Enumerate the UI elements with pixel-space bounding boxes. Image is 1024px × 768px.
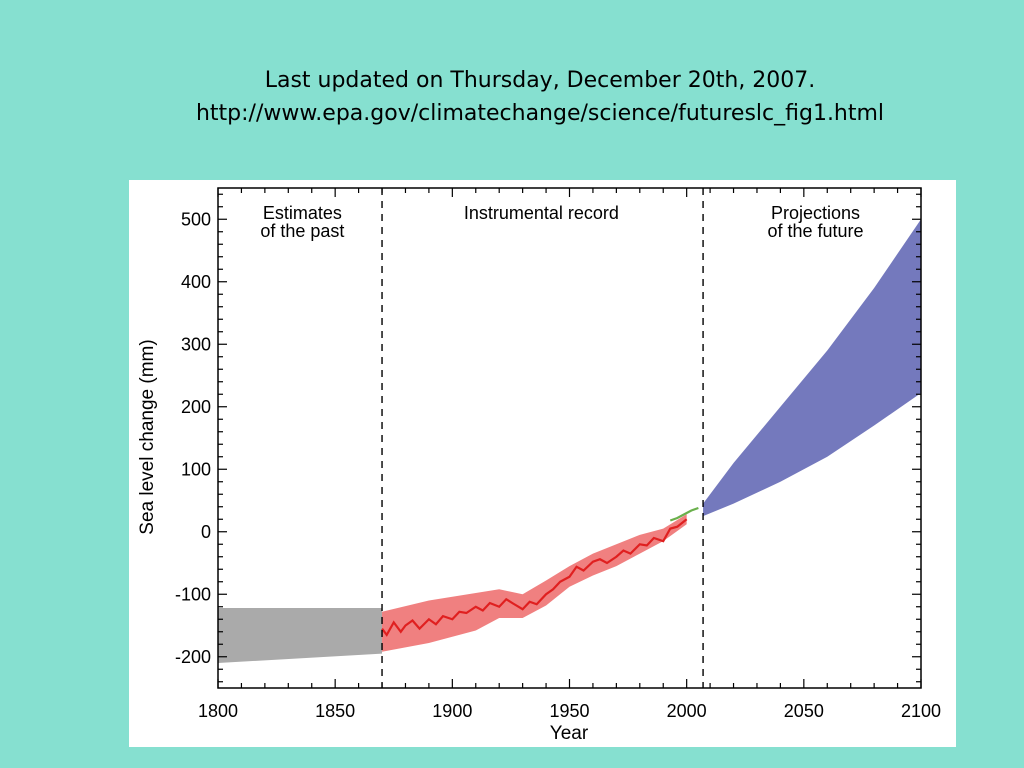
x-axis-title: Year bbox=[550, 723, 589, 744]
y-tick-label: 400 bbox=[181, 272, 211, 292]
region-label-0: of the past bbox=[260, 221, 344, 241]
x-tick-label: 1950 bbox=[549, 701, 589, 721]
band-series-0 bbox=[218, 608, 383, 663]
y-tick-label: 300 bbox=[181, 334, 211, 354]
y-tick-label: -200 bbox=[175, 647, 211, 667]
y-axis-title: Sea level change (mm) bbox=[137, 339, 158, 534]
region-label-2: Projections bbox=[771, 203, 860, 223]
y-tick-label: 0 bbox=[201, 522, 211, 542]
x-tick-label: 1850 bbox=[315, 701, 355, 721]
region-label-2: of the future bbox=[768, 221, 864, 241]
y-tick-label: -100 bbox=[175, 584, 211, 604]
x-tick-label: 2050 bbox=[784, 701, 824, 721]
x-tick-label: 1800 bbox=[198, 701, 238, 721]
x-tick-label: 1900 bbox=[432, 701, 472, 721]
title-line-1: Last updated on Thursday, December 20th,… bbox=[264, 68, 816, 93]
region-label-0: Estimates bbox=[263, 203, 342, 223]
x-tick-label: 2000 bbox=[667, 701, 707, 721]
chart-panel: 1800 1850 1900 1950 2000 2050 2100 -200 -100 0 100… bbox=[129, 180, 956, 747]
title-line-2: http://www.epa.gov/climatechange/science… bbox=[195, 101, 885, 126]
x-tick-label: 2100 bbox=[901, 701, 941, 721]
sea-level-chart: 1800 1850 1900 1950 2000 2050 2100 -200 -100 0 100… bbox=[137, 187, 941, 744]
band-series-1 bbox=[382, 514, 687, 652]
line-series-2 bbox=[381, 518, 688, 637]
slide-title: Last updated on Thursday, December 20th,… bbox=[0, 64, 1024, 130]
line-series-3 bbox=[669, 506, 699, 522]
y-tick-label: 500 bbox=[181, 209, 211, 229]
region-label-1: Instrumental record bbox=[464, 203, 619, 223]
y-tick-label: 100 bbox=[181, 459, 211, 479]
band-series-4 bbox=[703, 219, 921, 517]
y-tick-label: 200 bbox=[181, 397, 211, 417]
